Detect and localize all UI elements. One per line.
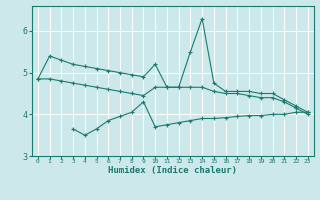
X-axis label: Humidex (Indice chaleur): Humidex (Indice chaleur) (108, 166, 237, 175)
